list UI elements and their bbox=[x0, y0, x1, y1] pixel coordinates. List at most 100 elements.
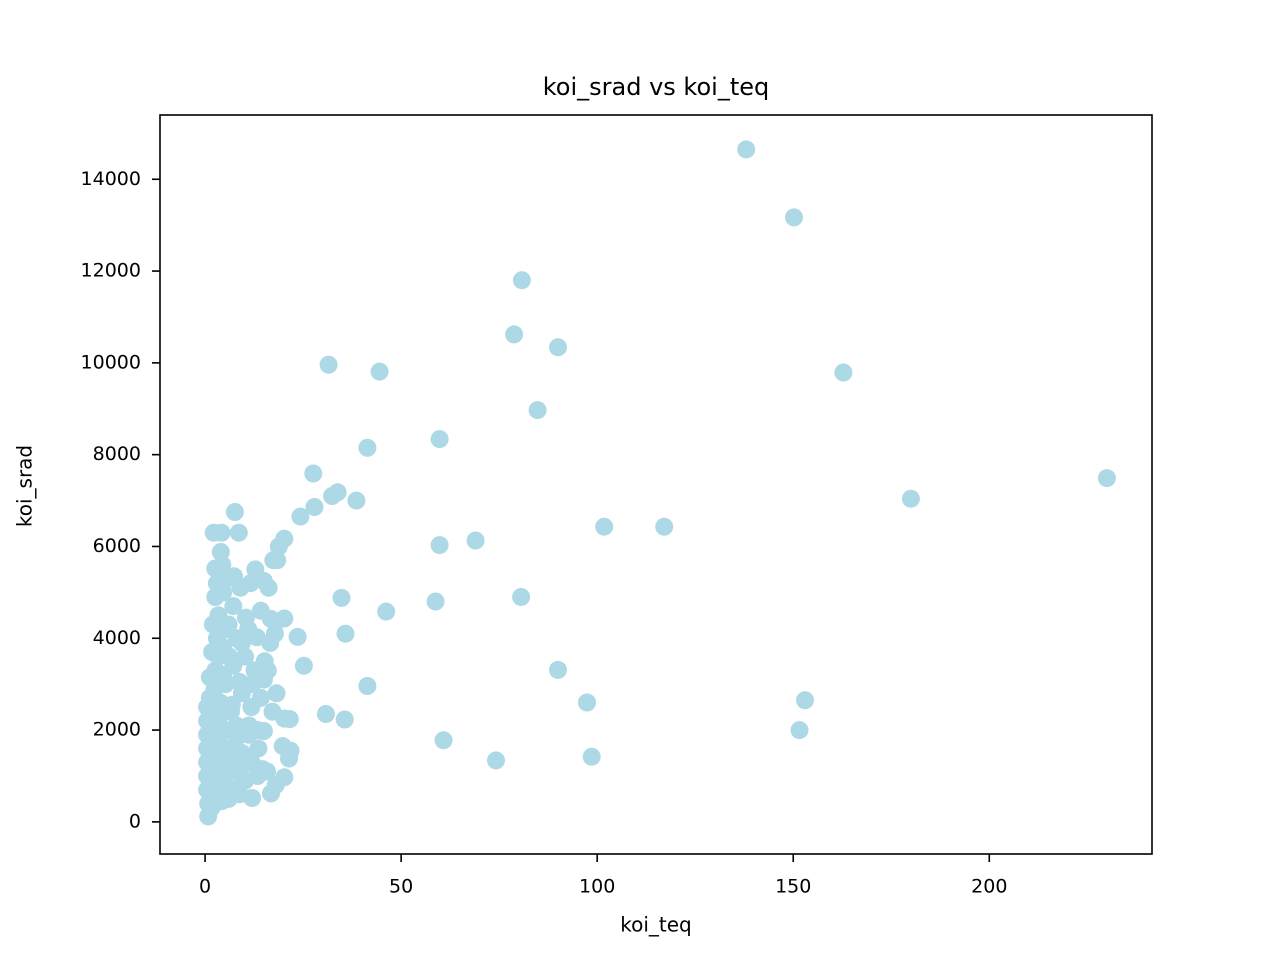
data-point bbox=[214, 583, 233, 602]
data-point bbox=[268, 551, 287, 570]
data-point bbox=[229, 523, 248, 542]
y-tick-label: 10000 bbox=[81, 351, 141, 373]
y-tick-label: 8000 bbox=[93, 443, 141, 465]
data-point bbox=[655, 517, 674, 536]
data-point bbox=[206, 661, 225, 680]
data-point bbox=[225, 503, 244, 521]
data-point bbox=[358, 438, 377, 457]
y-tick-label: 14000 bbox=[81, 168, 141, 190]
points-layer bbox=[198, 140, 1116, 826]
data-point bbox=[239, 620, 258, 639]
y-tick-label: 0 bbox=[129, 810, 141, 832]
data-point bbox=[347, 491, 366, 510]
data-point bbox=[218, 569, 236, 588]
data-point bbox=[430, 536, 449, 555]
data-point bbox=[785, 208, 803, 227]
x-tick-label: 150 bbox=[775, 876, 811, 898]
data-point bbox=[242, 753, 261, 772]
data-point bbox=[578, 693, 596, 712]
data-point bbox=[280, 749, 298, 768]
data-point bbox=[316, 705, 335, 723]
data-point bbox=[834, 363, 853, 382]
data-point bbox=[332, 588, 351, 607]
data-point bbox=[248, 721, 267, 740]
data-point bbox=[261, 633, 280, 652]
data-point bbox=[230, 785, 249, 804]
y-tick-label: 4000 bbox=[93, 627, 141, 649]
data-point bbox=[206, 707, 225, 726]
data-point bbox=[213, 555, 232, 574]
data-point bbox=[737, 140, 756, 159]
data-point bbox=[258, 762, 276, 781]
data-point bbox=[505, 325, 524, 344]
y-axis-label: koi_srad bbox=[13, 445, 37, 527]
data-point bbox=[222, 702, 240, 721]
chart-title: koi_srad vs koi_teq bbox=[543, 73, 769, 101]
data-point bbox=[319, 355, 338, 374]
data-point bbox=[549, 338, 567, 357]
data-point bbox=[323, 487, 342, 505]
data-point bbox=[199, 807, 218, 826]
x-tick-label: 50 bbox=[389, 876, 413, 898]
data-point bbox=[242, 698, 261, 717]
data-point bbox=[241, 574, 260, 593]
y-tick-label: 12000 bbox=[81, 260, 141, 282]
data-point bbox=[269, 537, 288, 556]
data-point bbox=[434, 731, 453, 750]
data-point bbox=[236, 647, 255, 666]
data-point bbox=[262, 784, 280, 803]
data-point bbox=[212, 523, 231, 542]
data-point bbox=[294, 656, 313, 675]
data-point bbox=[466, 531, 485, 550]
data-point bbox=[426, 592, 445, 611]
data-point bbox=[305, 498, 324, 516]
data-point bbox=[232, 684, 251, 703]
x-tick-label: 0 bbox=[199, 876, 211, 898]
data-point bbox=[549, 660, 567, 679]
data-point bbox=[336, 624, 355, 643]
y-tick-label: 6000 bbox=[93, 535, 141, 557]
plot-frame bbox=[159, 114, 1153, 855]
data-point bbox=[377, 602, 396, 621]
data-point bbox=[1097, 469, 1116, 488]
data-point bbox=[219, 615, 238, 634]
data-point bbox=[249, 739, 268, 758]
x-tick-label: 100 bbox=[579, 876, 615, 898]
data-point bbox=[224, 597, 243, 616]
data-point bbox=[291, 507, 310, 526]
data-point bbox=[304, 464, 323, 483]
data-point bbox=[528, 401, 547, 420]
data-point bbox=[790, 721, 809, 740]
y-axis: 0 2000 4000 6000 8000 10000 12000 14000 bbox=[81, 168, 160, 832]
data-point bbox=[487, 751, 505, 770]
data-point bbox=[796, 691, 814, 710]
data-point bbox=[216, 675, 235, 694]
data-point bbox=[901, 489, 920, 508]
x-axis: 0 50 100 150 200 bbox=[199, 854, 1007, 898]
data-point bbox=[512, 588, 531, 606]
data-point bbox=[263, 702, 282, 721]
data-point bbox=[370, 362, 389, 381]
data-point bbox=[200, 721, 219, 740]
x-tick-label: 200 bbox=[971, 876, 1007, 898]
data-point bbox=[512, 271, 531, 290]
data-point bbox=[206, 734, 225, 753]
data-point bbox=[259, 578, 278, 597]
data-point bbox=[595, 517, 614, 536]
data-point bbox=[227, 757, 246, 776]
data-point bbox=[358, 677, 377, 695]
y-tick-label: 2000 bbox=[93, 719, 141, 741]
data-point bbox=[267, 684, 286, 703]
data-point bbox=[280, 710, 299, 729]
x-axis-label: koi_teq bbox=[620, 913, 692, 937]
data-point bbox=[254, 670, 273, 689]
data-point bbox=[582, 747, 601, 766]
data-point bbox=[430, 430, 449, 449]
data-point bbox=[251, 601, 270, 620]
data-point bbox=[335, 710, 354, 729]
data-point bbox=[214, 638, 233, 657]
data-point bbox=[288, 627, 307, 646]
